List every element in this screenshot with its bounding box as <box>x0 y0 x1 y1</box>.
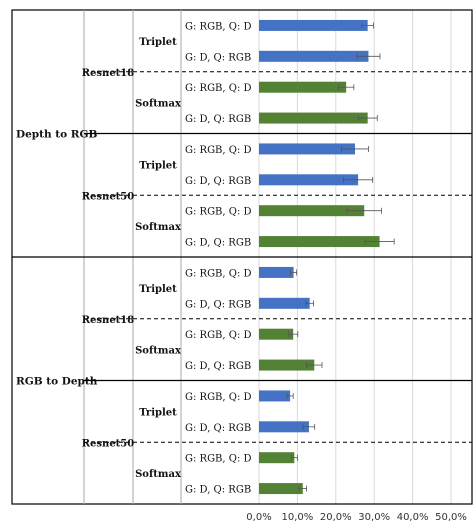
loss-label: Triplet <box>139 160 177 171</box>
condition-label: G: D, Q: RGB <box>185 238 251 249</box>
loss-label: Softmax <box>135 99 182 110</box>
condition-label: G: D, Q: RGB <box>185 52 251 63</box>
condition-label: G: RGB, Q: D <box>185 330 252 341</box>
x-tick-label: 50,0% <box>435 512 467 523</box>
bar <box>259 50 369 62</box>
model-label: Resnet18 <box>82 315 135 326</box>
condition-label: G: RGB, Q: D <box>185 83 252 94</box>
bar <box>259 19 368 31</box>
condition-label: G: D, Q: RGB <box>185 299 251 310</box>
bar <box>259 205 365 217</box>
bar <box>259 452 295 464</box>
bar <box>259 81 347 93</box>
loss-label: Triplet <box>139 37 177 48</box>
model-label: Resnet50 <box>82 191 135 202</box>
bar <box>259 266 294 278</box>
bar <box>259 297 310 309</box>
loss-label: Triplet <box>139 407 177 418</box>
condition-label: G: D, Q: RGB <box>185 485 251 496</box>
x-tick-label: 0,0% <box>246 512 271 523</box>
loss-label: Softmax <box>135 346 182 357</box>
direction-label: RGB to Depth <box>16 376 98 388</box>
condition-label: G: D, Q: RGB <box>185 176 251 187</box>
condition-label: G: RGB, Q: D <box>185 454 252 465</box>
model-label: Resnet50 <box>82 438 135 449</box>
x-tick-label: 40,0% <box>397 512 429 523</box>
bar <box>259 328 294 340</box>
bar <box>259 143 355 155</box>
x-tick-label: 10,0% <box>282 512 314 523</box>
bar <box>259 483 303 495</box>
condition-label: G: RGB, Q: D <box>185 392 252 403</box>
direction-label: Depth to RGB <box>16 129 97 141</box>
bar <box>259 174 359 186</box>
condition-label: G: RGB, Q: D <box>185 207 252 218</box>
bar <box>259 112 368 124</box>
model-label: Resnet18 <box>82 68 135 79</box>
bar <box>259 390 291 402</box>
condition-label: G: RGB, Q: D <box>185 145 252 156</box>
loss-label: Softmax <box>135 222 182 233</box>
bar <box>259 236 380 248</box>
x-tick-label: 30,0% <box>358 512 390 523</box>
condition-label: G: D, Q: RGB <box>185 361 251 372</box>
condition-label: G: RGB, Q: D <box>185 21 252 32</box>
condition-label: G: D, Q: RGB <box>185 423 251 434</box>
bar <box>259 359 315 371</box>
x-tick-label: 20,0% <box>320 512 352 523</box>
loss-label: Softmax <box>135 469 182 480</box>
condition-label: G: D, Q: RGB <box>185 114 251 125</box>
loss-label: Triplet <box>139 284 177 295</box>
bar <box>259 421 309 433</box>
condition-label: G: RGB, Q: D <box>185 268 252 279</box>
